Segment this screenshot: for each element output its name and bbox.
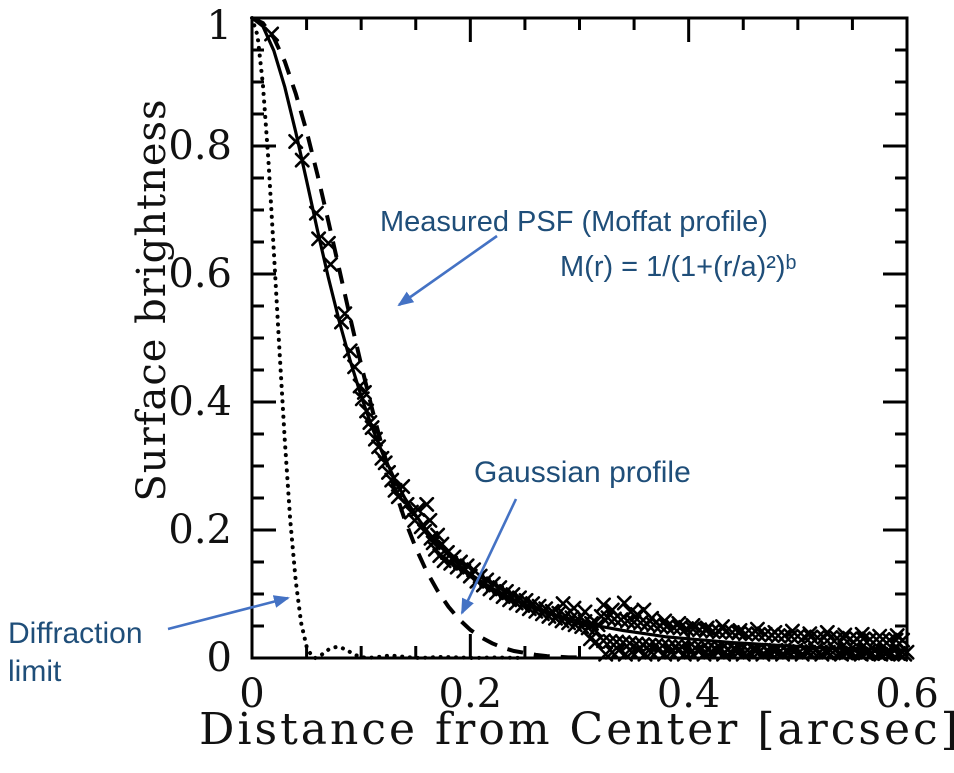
annotation-diffraction-line2: limit — [8, 655, 62, 688]
x-tick-label-0: 0 — [239, 671, 265, 717]
y-tick-label-1: 1 — [206, 3, 232, 49]
diffraction-limit-arrow — [167, 595, 290, 631]
y-tick-label-0.4: 0.4 — [168, 379, 232, 425]
annotation-gaussian-profile: Gaussian profile — [474, 456, 691, 489]
gaussian-profile-arrow — [460, 498, 518, 615]
x-axis-title: Distance from Center [arcsec] — [199, 704, 954, 755]
y-tick-label-0.2: 0.2 — [168, 507, 232, 553]
annotation-diffraction-limit: Diffraction limit — [8, 615, 143, 691]
measured-data-points — [264, 26, 915, 662]
solid-curve-measured-psf-moffat-fit — [251, 16, 908, 652]
plot-frame — [250, 16, 909, 660]
y-tick-label-0.6: 0.6 — [168, 251, 232, 297]
annotation-moffat-formula: M(r) = 1/(1+(r/a)²)ᵇ — [560, 251, 797, 283]
annotation-measured-psf: Measured PSF (Moffat profile) — [380, 206, 768, 238]
y-tick-label-0: 0 — [206, 635, 232, 681]
x-tick-label-0.6: 0.6 — [875, 671, 939, 717]
measured-psf-arrow — [397, 234, 498, 307]
x-tick-label-0.2: 0.2 — [438, 671, 503, 717]
x-tick-label-0.4: 0.4 — [656, 671, 721, 717]
annotation-diffraction-line1: Diffraction — [8, 617, 143, 650]
y-tick-label-0.8: 0.8 — [168, 123, 232, 169]
dashed-curve-gaussian-profile — [251, 16, 580, 660]
